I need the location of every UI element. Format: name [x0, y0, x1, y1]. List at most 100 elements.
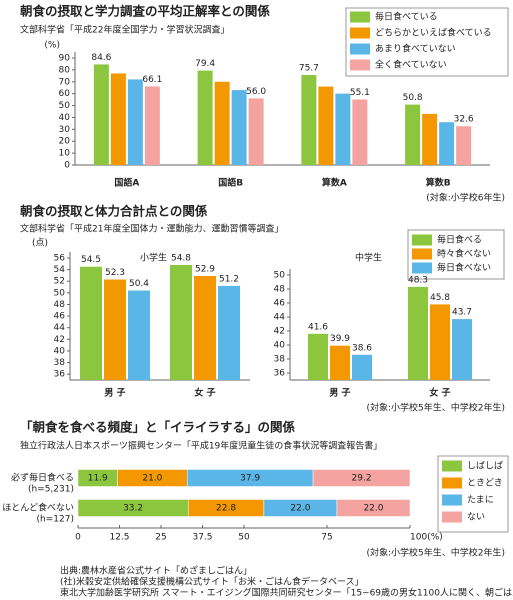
data-label: 43.7: [452, 308, 472, 318]
y-tick-label: 30: [59, 125, 71, 135]
y-tick-label: 10: [59, 149, 71, 159]
legend-swatch: [442, 460, 462, 472]
y-axis-label: (%): [44, 41, 60, 51]
y-tick-label: 46: [274, 299, 286, 309]
data-label: 48.3: [408, 275, 428, 285]
category-label: 必ず毎日食べる: [11, 472, 74, 484]
legend-label: 毎日食べている: [375, 11, 438, 23]
chart-title: 朝食の摂取と学力調査の平均正解率との関係: [20, 4, 270, 19]
bar: [127, 79, 143, 165]
data-label: 75.7: [299, 64, 319, 74]
y-tick-label: 48: [274, 285, 286, 295]
legend-swatch: [442, 494, 462, 506]
bar: [308, 333, 328, 380]
y-tick-label: 44: [274, 313, 286, 323]
source: 東北大学加齢医学研究所 スマート・エイジング国際共同研究センター「15~69歳の…: [60, 587, 513, 599]
data-label: 52.3: [105, 268, 125, 278]
y-tick-label: 90: [59, 54, 71, 64]
x-tick-label: 国語B: [218, 177, 243, 189]
data-label: 45.8: [430, 293, 450, 303]
x-tick-label: 算数B: [426, 177, 451, 189]
legend-label: ない: [467, 512, 485, 523]
note: (対象:小学校5年生、中学校2年生): [366, 402, 505, 414]
data-label: 54.5: [81, 255, 101, 265]
y-tick-label: 38: [274, 355, 286, 365]
y-tick-label: 46: [54, 312, 66, 322]
bar: [93, 64, 109, 165]
legend-label: ときどき: [467, 478, 503, 489]
bar: [352, 354, 372, 380]
bar: [422, 113, 438, 165]
data-label: 50.4: [129, 279, 149, 289]
x-tick-label: 女 子: [194, 387, 215, 399]
chart-title: 「朝食を食べる頻度」と「イライラする」の関係: [20, 420, 296, 435]
legend-label: どちらかといえば食べている: [375, 27, 492, 39]
data-label: 22.0: [363, 504, 383, 514]
x-tick-label: 男 子: [329, 388, 350, 399]
y-tick-label: 70: [59, 77, 71, 87]
legend-box: [345, 7, 509, 77]
category-note: (h=5,231): [28, 485, 74, 495]
data-label: 22.0: [290, 504, 310, 514]
y-tick-label: 52: [54, 277, 65, 287]
x-tick-label: 男 子: [104, 388, 125, 399]
y-axis-label: (点): [32, 238, 48, 249]
data-label: 79.4: [195, 59, 215, 69]
y-tick-label: 0: [64, 161, 70, 171]
bar-segment: [336, 499, 411, 517]
legend-label: 毎日食べる: [437, 234, 482, 246]
legend-swatch: [350, 27, 370, 39]
source: (社)米穀安定供給確保支援機構公式サイト「お米・ごはん食データベース」: [60, 576, 364, 588]
panel-title: 中学生: [355, 252, 382, 264]
legend-label: 時々食べない: [437, 248, 491, 260]
y-tick-label: 36: [54, 370, 66, 380]
y-tick-label: 38: [54, 358, 66, 368]
legend-label: しばしば: [467, 461, 503, 472]
y-tick-label: 56: [54, 254, 66, 264]
data-label: 84.6: [91, 53, 111, 63]
y-tick-label: 40: [54, 346, 66, 356]
category-label: ほとんど食べない: [2, 502, 74, 514]
chart-subtitle: 文部科学省「平成22年度全国学力・学習状況調査」: [20, 24, 229, 36]
bar: [80, 266, 102, 380]
bar: [110, 73, 126, 165]
data-label: 37.9: [240, 474, 260, 484]
y-tick-label: 36: [274, 369, 286, 379]
x-tick-label: 12.5: [109, 533, 129, 543]
data-label: 21.0: [142, 474, 162, 484]
bar: [104, 279, 126, 380]
bar: [170, 264, 192, 380]
bar: [128, 290, 150, 380]
bar: [439, 122, 455, 165]
y-tick-label: 42: [274, 327, 285, 337]
y-tick-label: 54: [54, 265, 66, 275]
y-tick-label: 50: [274, 271, 286, 281]
y-tick-label: 50: [54, 288, 66, 298]
x-tick-label: 37.5: [192, 533, 212, 543]
legend-swatch: [350, 43, 370, 55]
bar: [144, 86, 160, 165]
data-label: 29.2: [352, 474, 372, 484]
data-label: 52.9: [195, 265, 215, 275]
x-tick-label: 50: [238, 533, 250, 543]
legend-swatch: [442, 477, 462, 489]
data-label: 50.8: [403, 93, 423, 103]
data-label: 56.0: [246, 87, 266, 97]
chart-subtitle: 独立行政法人日本スポーツ振興センター「平成19年度児童生徒の食事状況等調査報告書…: [20, 440, 382, 452]
legend-swatch: [412, 234, 432, 246]
chart-subtitle: 文部科学省「平成21年度全国体力・運動能力、運動習慣等調査」: [20, 223, 283, 235]
bar: [430, 304, 450, 380]
bar: [214, 81, 230, 165]
bar: [194, 276, 216, 380]
data-label: 11.9: [88, 474, 108, 484]
panel-title: 小学生: [140, 252, 167, 264]
data-label: 33.2: [123, 504, 143, 514]
data-label: 51.2: [219, 274, 239, 284]
bar: [301, 75, 317, 165]
note: (対象:小学校5年生、中学校2年生): [366, 547, 505, 559]
bar: [248, 98, 264, 165]
x-tick-label: 算数A: [322, 177, 347, 189]
x-tick-label: 0: [75, 533, 81, 543]
data-label: 22.8: [216, 504, 236, 514]
bar-segment: [312, 469, 411, 487]
